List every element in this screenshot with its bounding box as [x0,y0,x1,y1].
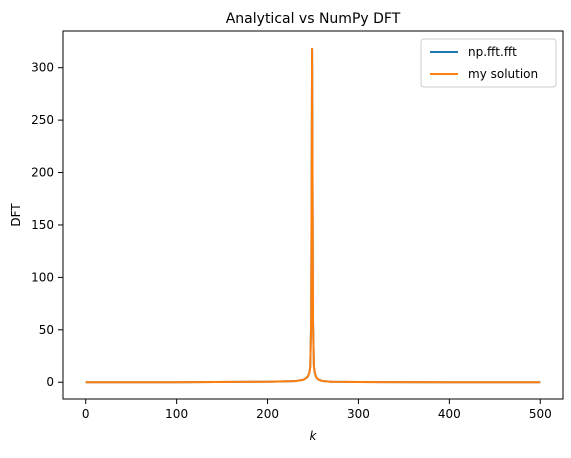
y-tick-label: 150 [31,218,54,232]
y-tick-label: 0 [46,375,54,389]
x-tick-label: 300 [347,407,370,421]
x-tick-label: 400 [438,407,461,421]
y-axis-label: DFT [9,203,23,227]
legend-label-np-fft-fft: np.fft.fft [468,45,517,59]
y-tick-label: 300 [31,61,54,75]
series-line-my-solution [85,47,541,384]
chart-title: Analytical vs NumPy DFT [226,11,401,27]
x-tick-label: 0 [82,407,90,421]
plot-frame [62,30,564,400]
series-layer [85,47,541,384]
y-tick-label: 250 [31,113,54,127]
x-axis-label: k [310,429,318,443]
y-tick-label: 200 [31,166,54,180]
y-axis: 0 50 100 150 200 250 300 [31,61,63,389]
legend: np.fft.fft my solution [420,38,557,88]
x-axis: 0 100 200 300 400 500 [82,399,552,421]
legend-label-my-solution: my solution [468,67,538,81]
y-tick-label: 100 [31,270,54,284]
x-tick-label: 200 [256,407,279,421]
y-tick-label: 50 [39,323,54,337]
x-tick-label: 500 [529,407,552,421]
x-tick-label: 100 [165,407,188,421]
